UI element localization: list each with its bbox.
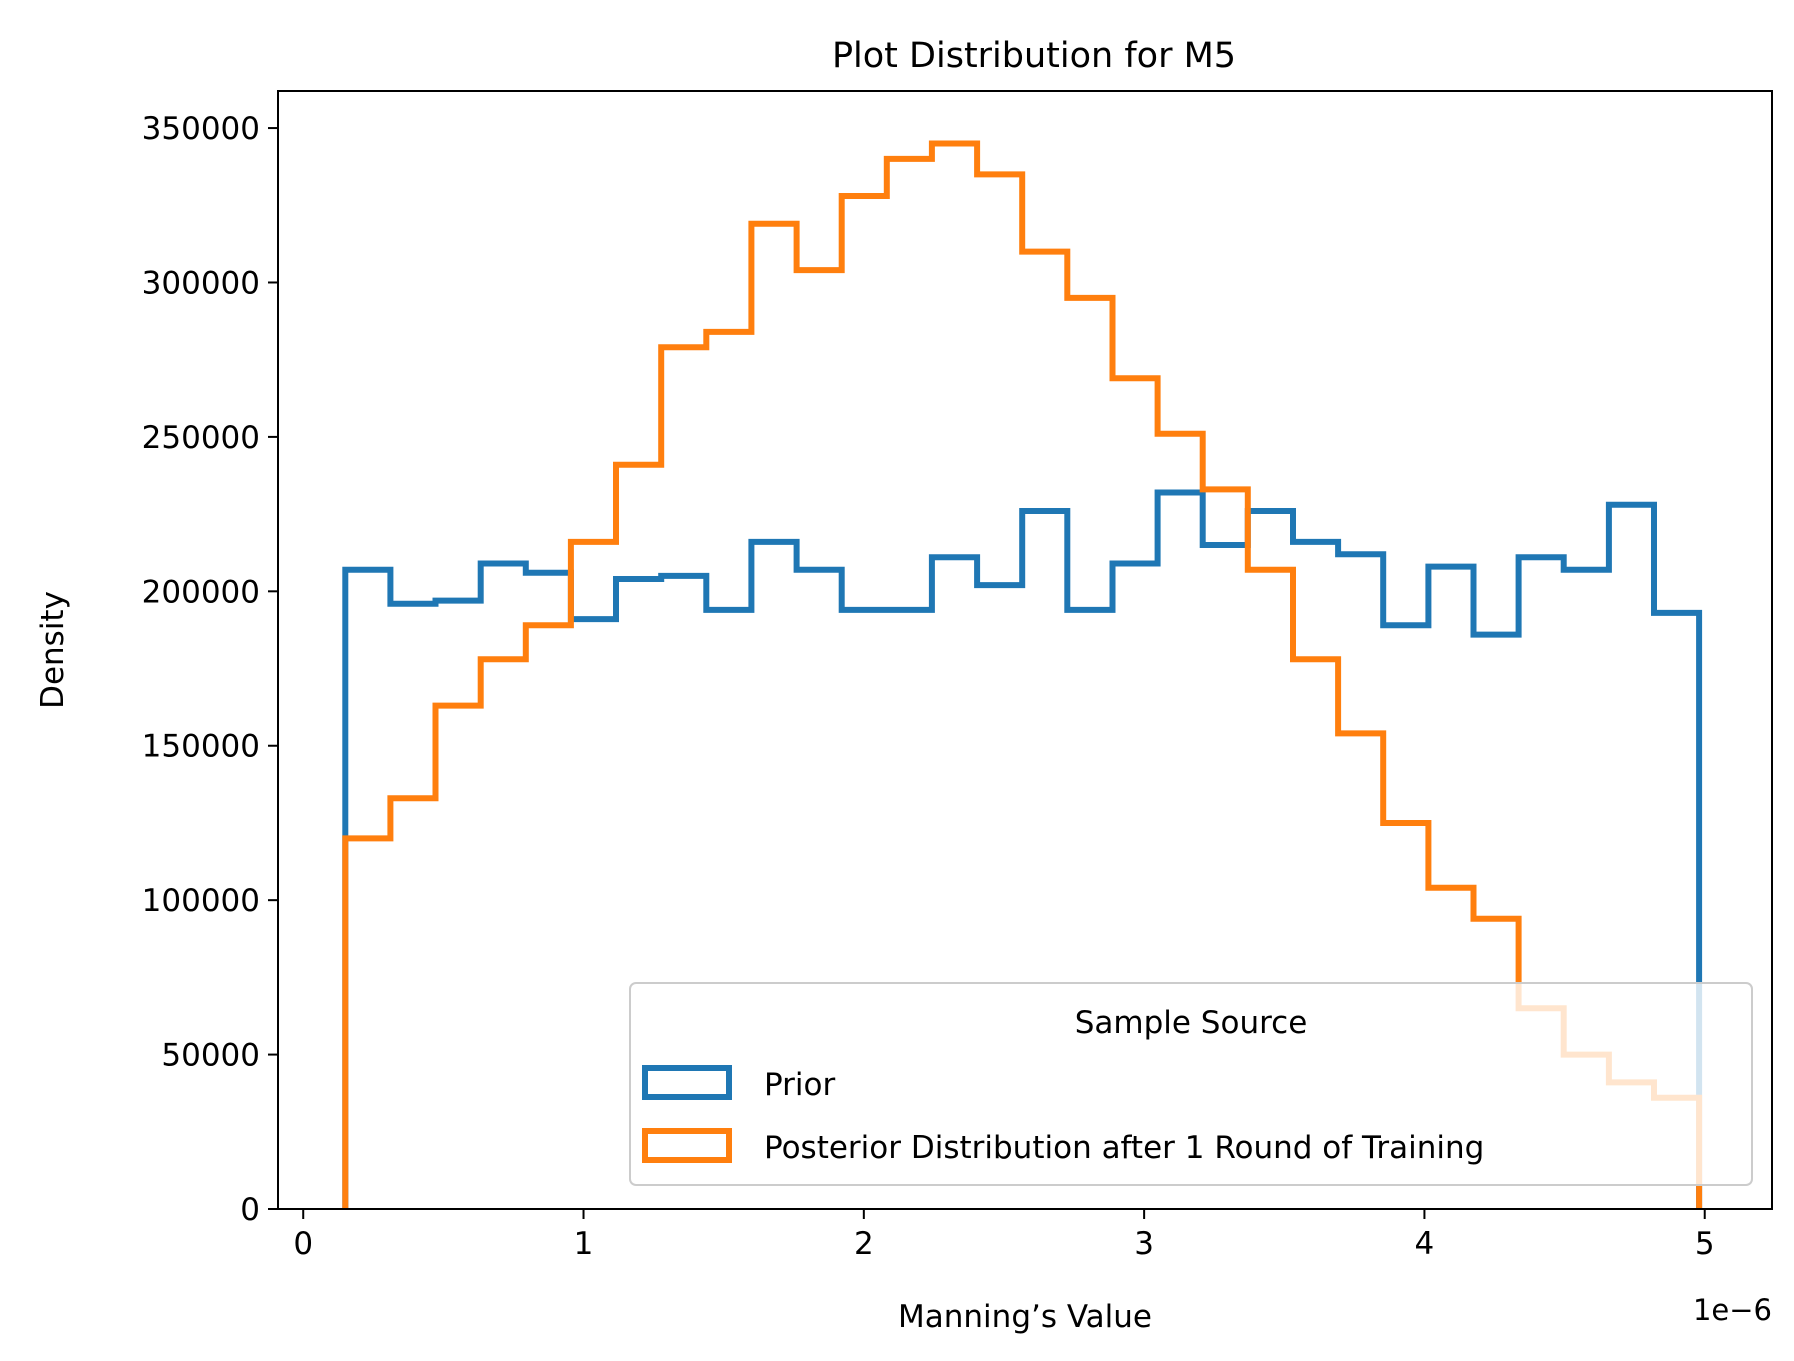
x-tick-label: 5 xyxy=(1695,1226,1715,1262)
series-layer xyxy=(342,140,1703,1209)
x-tick-label: 4 xyxy=(1415,1226,1435,1262)
x-tick-label: 0 xyxy=(293,1226,313,1262)
y-tick-label: 50000 xyxy=(161,1038,260,1074)
plot-frame xyxy=(277,90,1773,1210)
x-tick-label: 2 xyxy=(854,1226,874,1262)
x-axis-offset-label: 1e−6 xyxy=(1693,1293,1772,1327)
series-step-posterior xyxy=(342,140,1703,1209)
y-axis-label: Density xyxy=(35,591,71,709)
legend-swatch-prior xyxy=(642,1065,732,1100)
y-tick-label: 300000 xyxy=(142,265,260,301)
x-axis-ticks: 0 1 2 3 4 5 xyxy=(293,1209,1715,1262)
legend: Sample Source Prior Posterior Distributi… xyxy=(629,982,1753,1186)
legend-box xyxy=(629,982,1753,1186)
x-tick-label: 3 xyxy=(1134,1226,1154,1262)
y-tick-label: 350000 xyxy=(142,111,260,147)
y-tick-label: 200000 xyxy=(142,574,260,610)
chart-title: Plot Distribution for M5 xyxy=(832,36,1236,76)
legend-label-prior: Prior xyxy=(764,1067,835,1103)
y-tick-label: 100000 xyxy=(142,883,260,919)
legend-label-posterior: Posterior Distribution after 1 Round of … xyxy=(764,1130,1484,1166)
y-tick-label: 0 xyxy=(240,1192,260,1228)
x-axis-label: Manning’s Value xyxy=(898,1299,1152,1335)
y-tick-label: 250000 xyxy=(142,420,260,456)
x-tick-label: 1 xyxy=(574,1226,594,1262)
legend-swatch-posterior xyxy=(642,1128,732,1163)
legend-title: Sample Source xyxy=(1075,1005,1308,1041)
y-axis-ticks: 0 50000 100000 150000 200000 250000 300000 3500… xyxy=(142,111,278,1228)
y-tick-label: 150000 xyxy=(142,729,260,765)
